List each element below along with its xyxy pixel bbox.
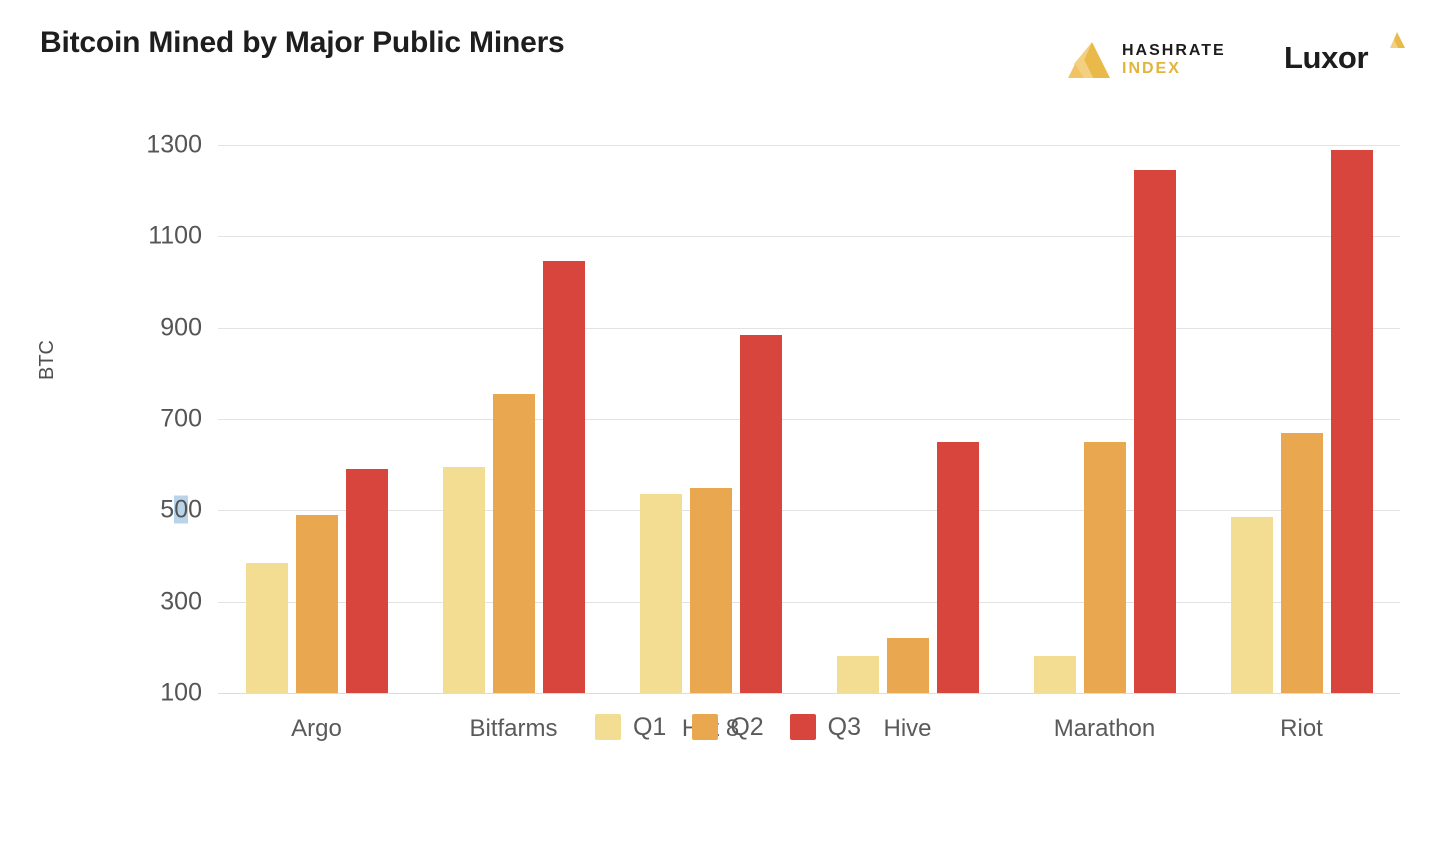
legend-label: Q3 bbox=[827, 712, 862, 741]
x-axis-tick-label: Bitfarms bbox=[469, 715, 558, 742]
y-axis-tick-label: 900 bbox=[160, 313, 202, 342]
gridlines bbox=[218, 96, 1400, 736]
hashrate-index-mountain-icon bbox=[1068, 42, 1110, 78]
bars bbox=[218, 96, 1400, 736]
hashrate-logo-line2: INDEX bbox=[1122, 60, 1181, 77]
x-axis-tick-label: Argo bbox=[291, 715, 342, 742]
legend-swatch-icon bbox=[692, 714, 719, 740]
luxor-triangle-icon bbox=[1390, 32, 1405, 48]
gridline bbox=[218, 236, 1400, 238]
chart-header: Bitcoin Mined by Major Public Miners HAS… bbox=[0, 0, 1456, 96]
gridline bbox=[218, 693, 1400, 694]
bar-hut-8-q1 bbox=[639, 494, 682, 693]
y-axis-title: BTC bbox=[36, 340, 58, 380]
legend-label: Q2 bbox=[730, 712, 764, 741]
bar-riot-q1 bbox=[1230, 517, 1273, 693]
bar-bitfarms-q2 bbox=[492, 393, 535, 693]
bar-riot-q2 bbox=[1280, 432, 1323, 693]
y-axis-tick-label: 100 bbox=[160, 678, 202, 707]
chart-plot-area: BTC 1300 1100 900 700 500 300 100 Argo Bitfarms… bbox=[0, 96, 1456, 858]
legend-swatch-icon bbox=[789, 714, 816, 740]
bar-argo-q2 bbox=[295, 514, 338, 693]
legend-item-q1[interactable]: Q1 bbox=[594, 712, 667, 741]
legend-swatch-icon bbox=[594, 714, 621, 740]
gridline bbox=[218, 601, 1400, 603]
legend-item-q3[interactable]: Q3 bbox=[789, 712, 862, 741]
bar-hut-8-q3 bbox=[739, 334, 782, 693]
legend: Q1 Q2 Q3 bbox=[0, 714, 1456, 740]
gridline bbox=[218, 419, 1400, 420]
y-axis-tick-label: 1100 bbox=[148, 221, 202, 250]
gridline bbox=[218, 510, 1400, 512]
bar-hive-q1 bbox=[836, 656, 879, 693]
bar-marathon-q2 bbox=[1083, 441, 1126, 693]
bar-bitfarms-q3 bbox=[542, 261, 585, 693]
bar-hive-q2 bbox=[886, 638, 929, 693]
luxor-wordmark: Luxor bbox=[1284, 40, 1369, 75]
gridline bbox=[218, 327, 1400, 329]
y-axis-tick-label: 500 bbox=[160, 495, 202, 524]
bar-marathon-q3 bbox=[1133, 170, 1176, 693]
y-axis-tick-label: 300 bbox=[160, 587, 202, 616]
bar-hive-q3 bbox=[936, 441, 979, 693]
hashrate-logo-line1: HASHRATE bbox=[1122, 42, 1226, 60]
hashrate-index-logo[interactable]: HASHRATE INDEX bbox=[1068, 38, 1226, 82]
x-axis-tick-label: Marathon bbox=[1053, 715, 1156, 742]
x-axis-tick-label: Hive bbox=[883, 715, 932, 742]
bar-argo-q3 bbox=[345, 469, 388, 693]
bar-bitfarms-q1 bbox=[442, 466, 485, 693]
bar-riot-q3 bbox=[1330, 149, 1373, 693]
legend-label: Q1 bbox=[632, 712, 667, 741]
hashrate-index-wordmark: HASHRATE INDEX bbox=[1122, 42, 1226, 78]
gridline bbox=[218, 145, 1400, 146]
page-title: Bitcoin Mined by Major Public Miners bbox=[40, 26, 565, 59]
y-axis-tick-label: 700 bbox=[160, 404, 202, 433]
x-axis-tick-label: Riot bbox=[1280, 715, 1323, 742]
legend-item-q2[interactable]: Q2 bbox=[692, 712, 764, 741]
bar-argo-q1 bbox=[245, 562, 288, 693]
bar-marathon-q1 bbox=[1033, 656, 1076, 693]
bar-hut-8-q2 bbox=[689, 487, 732, 693]
y-axis-tick-label: 1300 bbox=[146, 130, 202, 159]
